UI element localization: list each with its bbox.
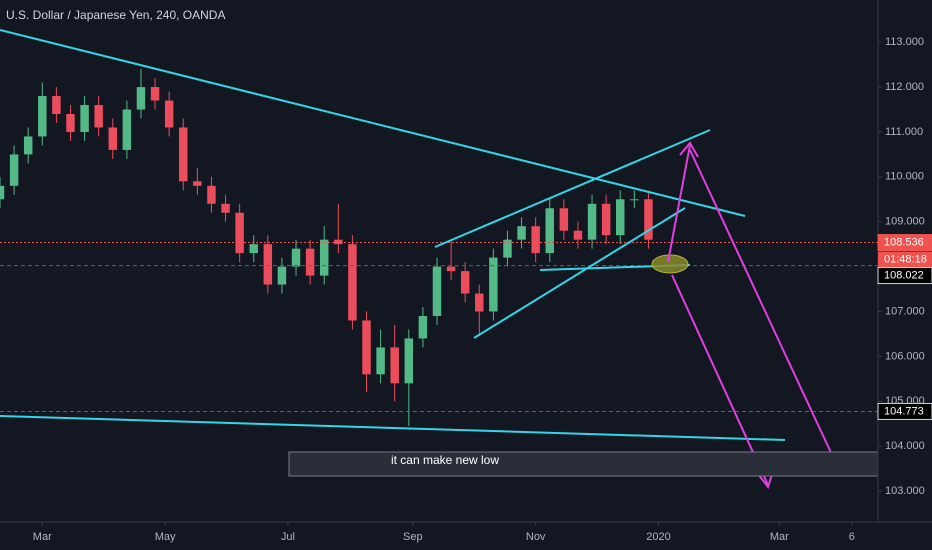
y-tick-label: 104.000 bbox=[885, 440, 925, 452]
y-tick-label: 110.000 bbox=[885, 171, 924, 183]
candle-body bbox=[221, 203, 230, 213]
candle-body bbox=[404, 338, 414, 384]
candle-body bbox=[0, 185, 5, 200]
trend-line bbox=[0, 29, 746, 217]
annotation-box bbox=[288, 451, 879, 477]
price-label: 108.536 bbox=[884, 236, 924, 248]
candle-body bbox=[23, 136, 33, 155]
plot bbox=[0, 69, 878, 426]
candle-body bbox=[517, 226, 526, 240]
candle-body bbox=[531, 226, 540, 254]
arrow-head bbox=[679, 141, 699, 158]
y-tick-label: 109.000 bbox=[885, 216, 925, 228]
highlight-ellipse bbox=[651, 254, 689, 274]
candle-body bbox=[573, 230, 583, 240]
price-label: 108.022 bbox=[884, 269, 924, 281]
drawings bbox=[0, 29, 846, 490]
countdown: 01:48:18 bbox=[884, 253, 927, 265]
candle-body bbox=[432, 266, 442, 316]
arrow bbox=[671, 274, 769, 486]
y-tick-label: 107.000 bbox=[885, 305, 925, 317]
candle-body bbox=[489, 257, 498, 312]
candle-body bbox=[390, 347, 399, 384]
candle-body bbox=[80, 105, 89, 132]
y-tick-label: 113.000 bbox=[885, 36, 924, 48]
x-tick-label: Sep bbox=[403, 531, 423, 543]
candle-body bbox=[235, 212, 244, 254]
chart-title: U.S. Dollar / Japanese Yen, 240, OANDA bbox=[6, 8, 225, 22]
trend-line bbox=[473, 207, 686, 339]
candle-body bbox=[446, 266, 456, 272]
candle-body bbox=[418, 315, 428, 339]
candle-body bbox=[249, 244, 258, 254]
candle-body bbox=[559, 208, 569, 231]
candle-body bbox=[545, 208, 554, 254]
trend-line bbox=[0, 415, 786, 441]
trend-line bbox=[434, 129, 711, 248]
annotation-text: it can make new low bbox=[391, 453, 499, 467]
candle-body bbox=[150, 87, 160, 101]
price-label-bg bbox=[877, 402, 932, 420]
x-tick-label: Mar bbox=[770, 531, 789, 543]
arrow bbox=[689, 149, 841, 473]
y-tick-label: 111.000 bbox=[885, 126, 923, 138]
candle-body bbox=[319, 239, 329, 276]
candle-body bbox=[164, 100, 174, 128]
candle-body bbox=[630, 199, 639, 201]
candle-body bbox=[136, 87, 146, 110]
x-tick-label: 6 bbox=[849, 531, 855, 543]
price-label-bg bbox=[877, 267, 932, 285]
x-tick-label: Mar bbox=[33, 531, 52, 543]
candle-body bbox=[334, 239, 343, 245]
countdown-bg bbox=[878, 251, 932, 268]
x-tick-label: Jul bbox=[281, 531, 295, 543]
candle-body bbox=[348, 244, 357, 321]
candle-body bbox=[94, 105, 103, 128]
price-label: 104.773 bbox=[884, 405, 924, 417]
candle-body bbox=[108, 127, 117, 150]
candle-body bbox=[362, 320, 371, 375]
candle-body bbox=[291, 248, 301, 267]
x-tick-label: 2020 bbox=[646, 531, 670, 543]
candle-body bbox=[207, 185, 216, 204]
x-tick-label: Nov bbox=[526, 531, 546, 543]
candle-body bbox=[503, 239, 512, 258]
candle-body bbox=[587, 203, 597, 240]
candle-body bbox=[376, 347, 385, 375]
candle-body bbox=[9, 154, 19, 186]
y-tick-label: 103.000 bbox=[885, 485, 925, 497]
x-tick-label: May bbox=[155, 531, 176, 543]
candle-body bbox=[616, 199, 625, 236]
candle-body bbox=[601, 203, 611, 236]
price-label-bg bbox=[877, 234, 932, 252]
arrow bbox=[667, 144, 691, 263]
candle-body bbox=[475, 293, 484, 312]
candle-body bbox=[52, 96, 61, 115]
candle-body bbox=[263, 244, 273, 285]
candle-body bbox=[305, 248, 315, 276]
candle-body bbox=[38, 96, 47, 137]
candle-body bbox=[193, 181, 202, 186]
candle-body bbox=[460, 271, 470, 294]
candle-body bbox=[122, 109, 132, 150]
candle-body bbox=[66, 114, 75, 132]
candle-body bbox=[644, 199, 653, 240]
y-tick-label: 112.000 bbox=[885, 81, 924, 93]
y-tick-label: 106.000 bbox=[885, 350, 925, 362]
candle-body bbox=[277, 266, 287, 285]
candle-body bbox=[179, 127, 188, 182]
